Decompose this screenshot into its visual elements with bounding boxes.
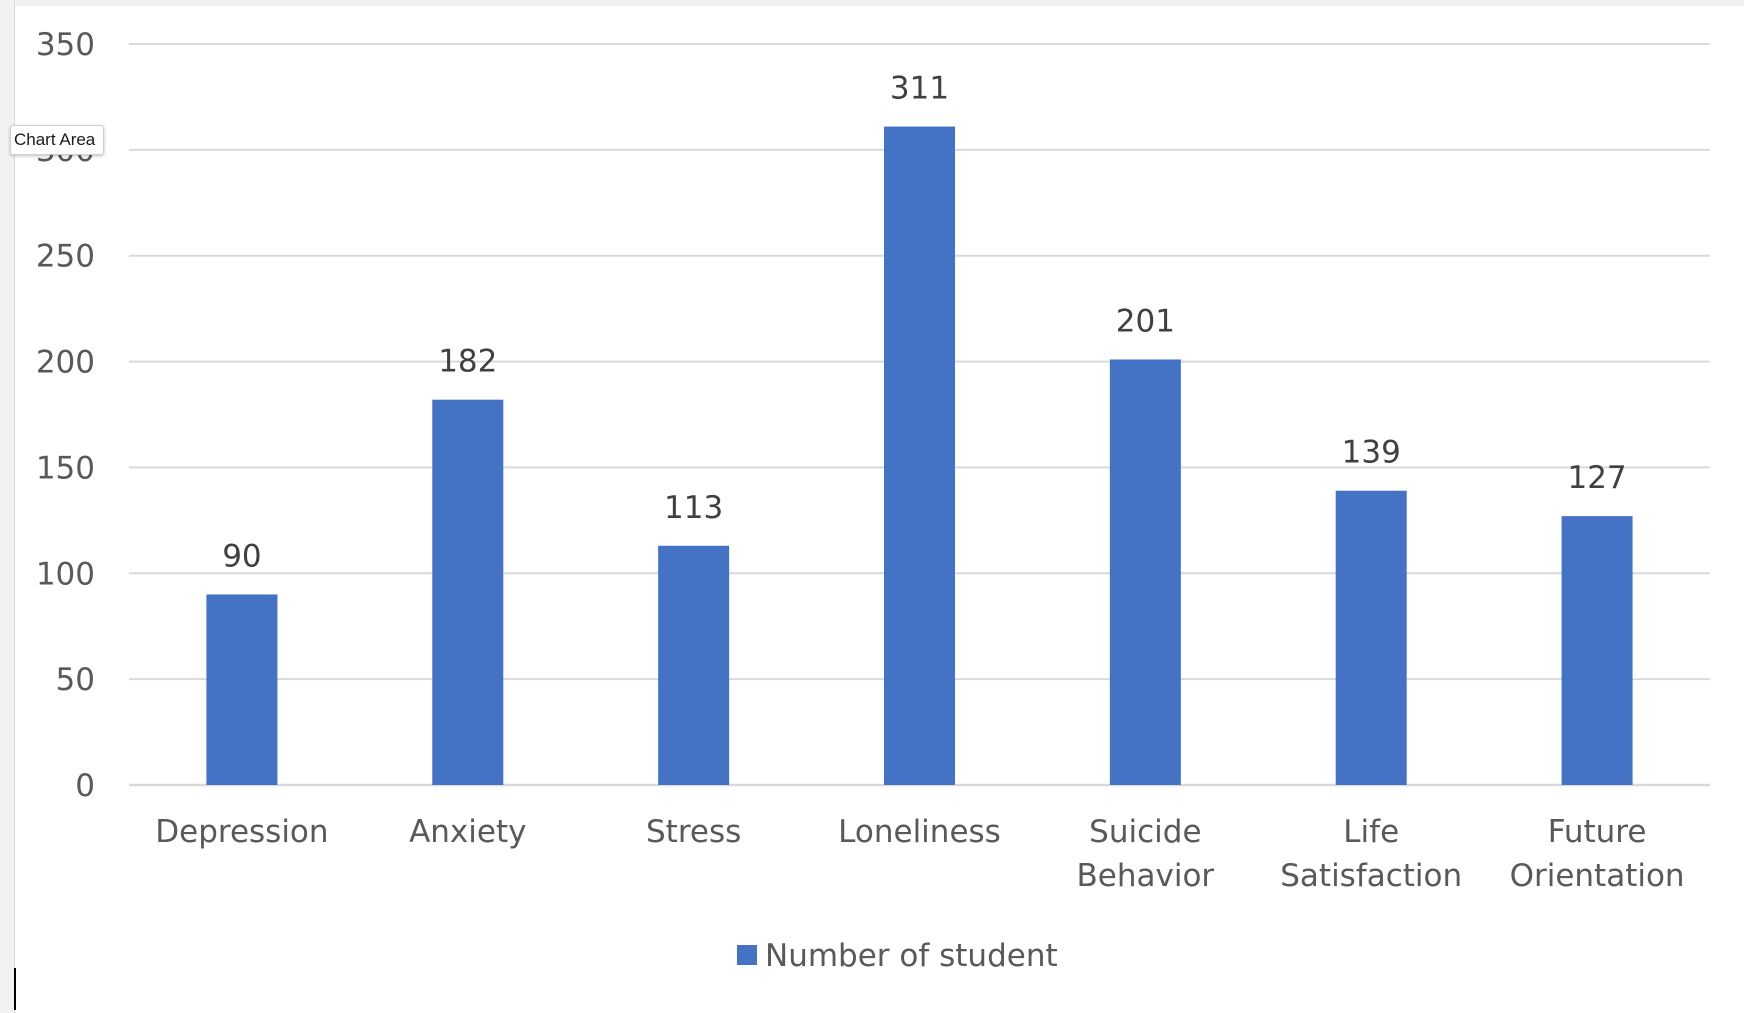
data-label-suicide-behavior: 201: [1116, 303, 1175, 339]
window-left-edge: [0, 0, 15, 1013]
data-label-future-orientation: 127: [1567, 460, 1626, 496]
category-label-life-satisfaction: Life Satisfaction: [1280, 814, 1462, 894]
category-label-loneliness: Loneliness: [838, 814, 1001, 850]
chart-area-tooltip: Chart Area: [10, 125, 105, 155]
y-tick-label-100: 100: [36, 556, 95, 592]
data-label-anxiety: 182: [438, 344, 497, 380]
data-label-loneliness: 311: [890, 71, 949, 107]
window-top-edge: [0, 0, 1744, 6]
bar-anxiety[interactable]: [432, 399, 504, 785]
y-axis-tick-labels: 050100150200250300350: [36, 27, 95, 804]
y-tick-label-200: 200: [36, 345, 95, 381]
x-axis-category-labels: Depression Anxiety Stress Loneliness Suicide…: [155, 814, 1684, 894]
bars[interactable]: [206, 126, 1633, 785]
text-cursor: [14, 968, 16, 1010]
bar-suicide-behavior[interactable]: [1109, 359, 1181, 785]
gridlines: [129, 43, 1710, 787]
category-label-stress: Stress: [646, 814, 741, 850]
category-label-anxiety: Anxiety: [409, 814, 526, 850]
bar-depression[interactable]: [206, 594, 278, 785]
bar-stress[interactable]: [658, 545, 730, 785]
bar-future-orientation[interactable]: [1561, 516, 1633, 785]
data-label-stress: 113: [664, 490, 723, 526]
bar-life-satisfaction[interactable]: [1335, 490, 1407, 785]
category-label-future-orientation: Future Orientation: [1510, 814, 1685, 894]
category-label-suicide-behavior: Suicide Behavior: [1077, 814, 1215, 894]
y-tick-label-0: 0: [75, 768, 95, 804]
legend-label: Number of student: [765, 938, 1058, 974]
y-tick-label-250: 250: [36, 239, 95, 275]
y-tick-label-50: 50: [56, 662, 95, 698]
y-tick-label-150: 150: [36, 450, 95, 486]
bar-loneliness[interactable]: [884, 126, 955, 785]
data-label-life-satisfaction: 139: [1342, 435, 1401, 471]
legend-swatch: [737, 945, 757, 965]
category-label-depression: Depression: [155, 814, 328, 850]
y-tick-label-350: 350: [36, 27, 95, 63]
data-label-depression: 90: [222, 538, 261, 574]
legend[interactable]: Number of student: [737, 938, 1058, 974]
data-labels: 90 182 113 311 201 139 127: [222, 71, 1626, 575]
